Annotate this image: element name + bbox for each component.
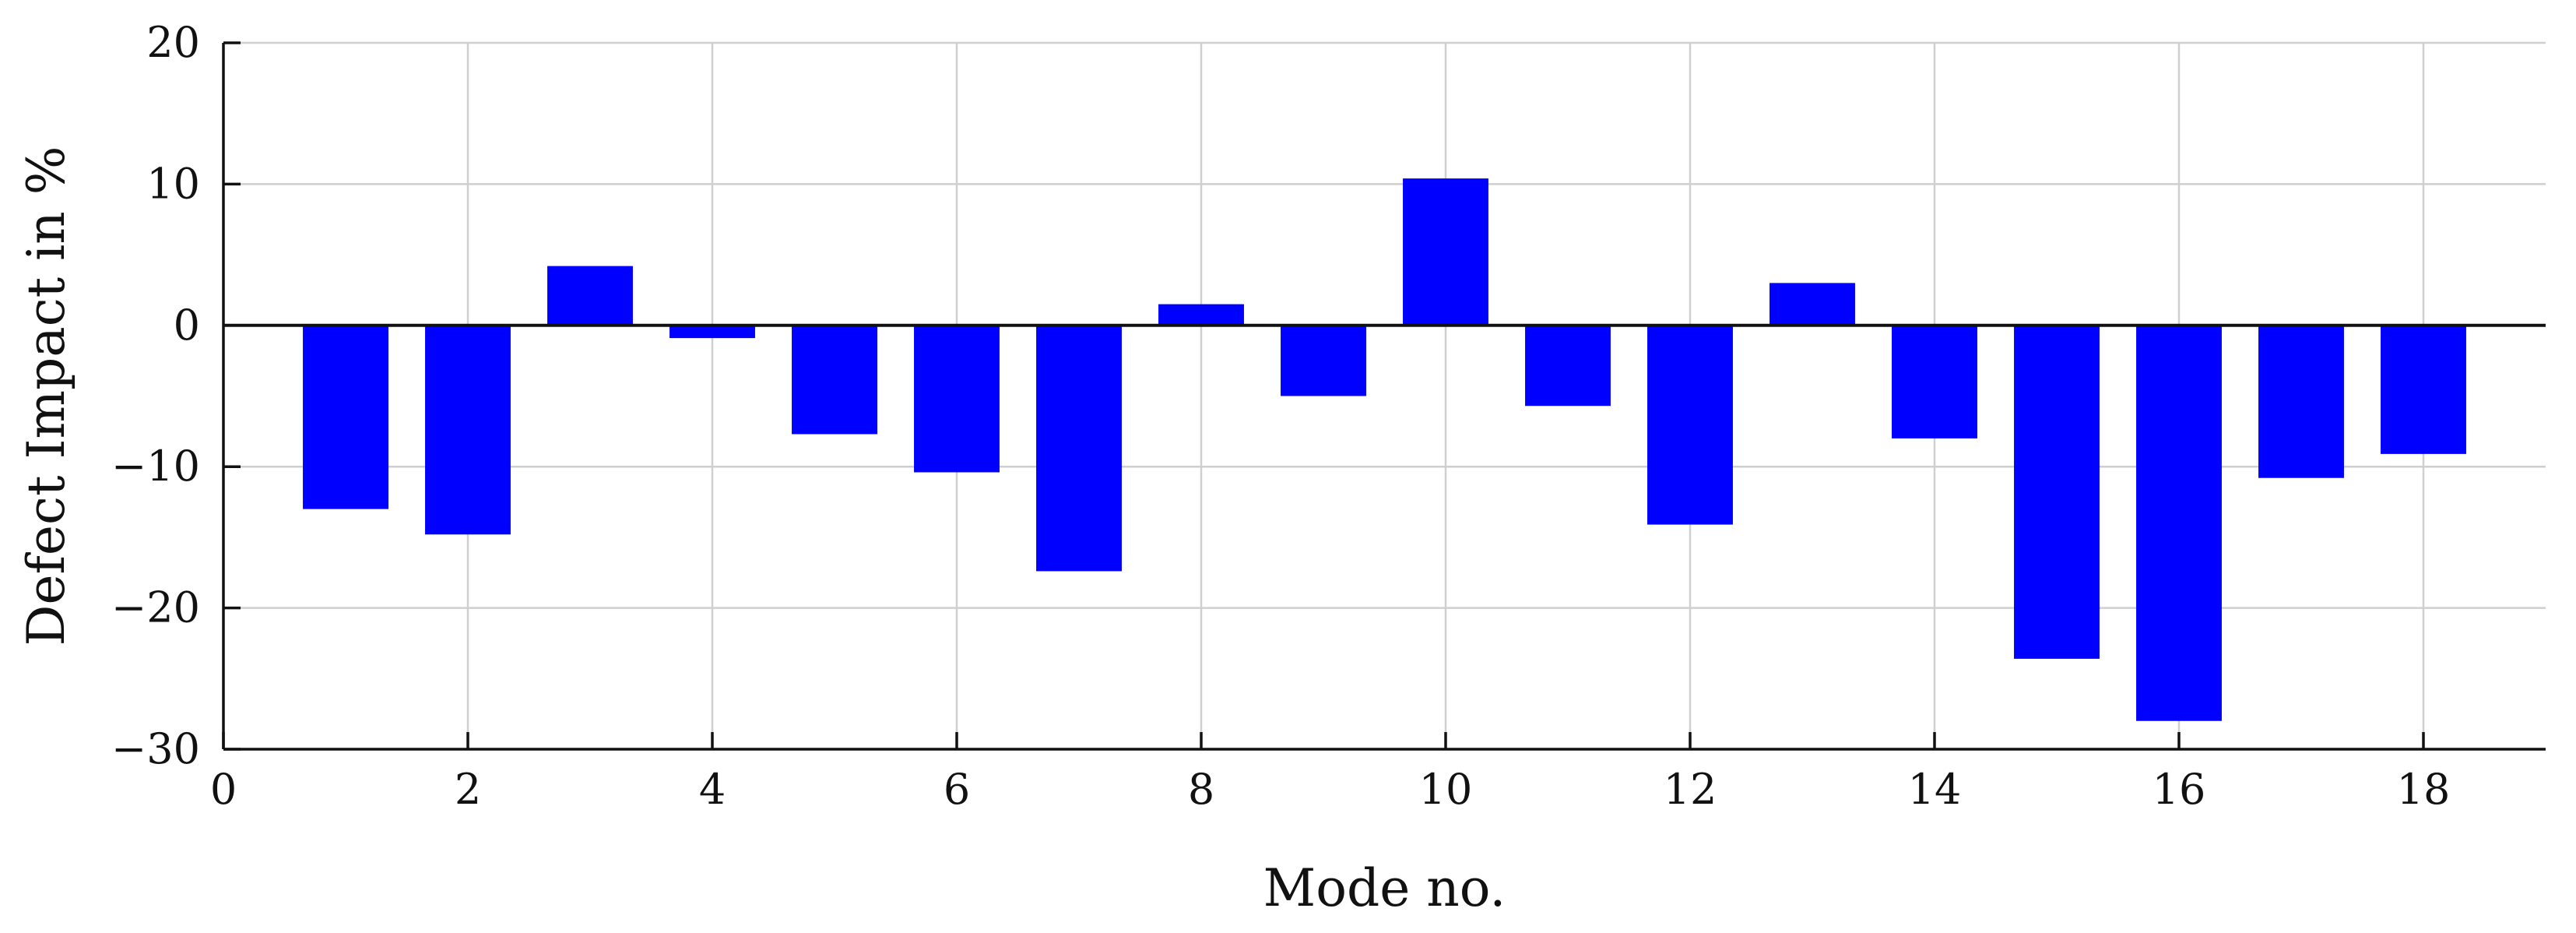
x-tick-label: 8 [1188, 765, 1214, 814]
x-tick-label: 12 [1664, 765, 1717, 814]
x-tick-label: 14 [1908, 765, 1962, 814]
bar-mode-7 [1036, 325, 1122, 572]
bar-mode-16 [2136, 325, 2222, 721]
bar-mode-5 [792, 325, 877, 435]
bar-mode-6 [914, 325, 1000, 473]
y-tick-label: 0 [174, 301, 200, 350]
bars [303, 178, 2466, 721]
bar-mode-8 [1158, 304, 1244, 326]
x-tick-label: 18 [2397, 765, 2451, 814]
bar-mode-13 [1769, 283, 1855, 326]
y-tick-label: −10 [111, 442, 200, 491]
tick-labels: 0 2 4 6 8 10 12 14 16 18 20 10 0 −10 −20 −30 [111, 18, 2450, 814]
x-tick-label: 16 [2153, 765, 2206, 814]
bar-mode-11 [1525, 325, 1611, 407]
x-tick-label: 0 [210, 765, 237, 814]
bar-mode-12 [1647, 325, 1733, 525]
x-tick-label: 4 [699, 765, 726, 814]
bar-mode-18 [2381, 325, 2466, 454]
bar-mode-2 [425, 325, 511, 535]
x-tick-label: 10 [1419, 765, 1473, 814]
x-tick-label: 6 [944, 765, 970, 814]
bar-mode-9 [1281, 325, 1366, 396]
x-axis-label: Mode no. [1263, 858, 1506, 918]
y-tick-label: 20 [146, 18, 200, 67]
bar-mode-4 [669, 325, 755, 339]
bar-mode-1 [303, 325, 388, 509]
bar-mode-15 [2014, 325, 2100, 659]
axes [222, 41, 2546, 751]
y-tick-label: −20 [111, 583, 200, 632]
x-tick-label: 2 [455, 765, 481, 814]
bar-mode-10 [1403, 178, 1488, 326]
bar-mode-14 [1892, 325, 1977, 438]
y-tick-label: −30 [111, 724, 200, 773]
bar-mode-3 [547, 266, 633, 326]
bar-mode-17 [2258, 325, 2344, 478]
y-axis-label: Defect Impact in % [16, 146, 76, 646]
y-tick-label: 10 [146, 159, 200, 208]
